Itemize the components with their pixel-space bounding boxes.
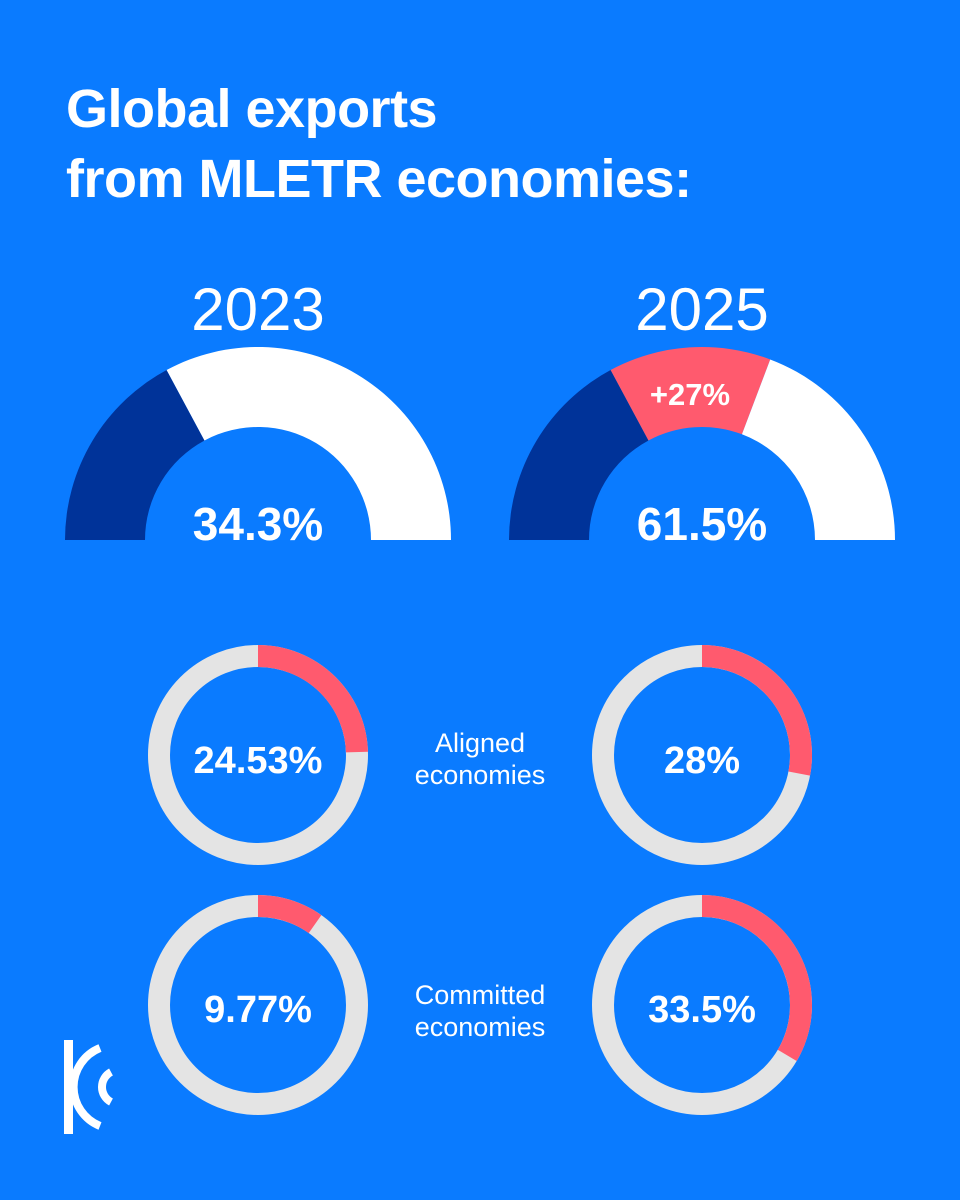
donut-aligned-2023-arc: [257, 645, 368, 753]
gauge-2025-segment-1: [610, 347, 771, 441]
gauge-2023: 2023 34.3%: [65, 276, 451, 550]
gauge-2023-year-label: 2023: [191, 276, 324, 343]
gauge-2023-value-label: 34.3%: [193, 498, 323, 550]
donut-aligned-2025-value: 28%: [664, 740, 740, 782]
donut-aligned-2025-arc: [701, 645, 812, 776]
brand-logo-icon: [64, 1040, 114, 1134]
donut-row-committed: 9.77% Committed economies 33.5%: [148, 895, 812, 1115]
donut-committed-2023-value: 9.77%: [204, 989, 312, 1031]
gauge-2023-segment-0: [65, 370, 205, 540]
page-title: Global exports from MLETR economies:: [66, 74, 692, 214]
gauge-2025-segment-0: [509, 370, 649, 540]
gauge-2025-segment-2: [741, 359, 895, 540]
gauge-2025-value-label: 61.5%: [637, 498, 767, 550]
donut-committed-2025-value: 33.5%: [648, 989, 756, 1031]
row-label-committed-line-1: Committed: [415, 980, 546, 1010]
row-label-aligned-line-1: Aligned: [435, 728, 525, 758]
donut-committed-2023-arc: [257, 895, 322, 934]
gauge-2025-delta-label: +27%: [650, 377, 730, 412]
page-title-line-2: from MLETR economies:: [66, 149, 692, 210]
gauge-2023-segment-1: [166, 347, 451, 540]
gauge-2025: 2025 +27% 61.5%: [509, 276, 895, 550]
gauge-2025-year-label: 2025: [635, 276, 768, 343]
page-title-line-1: Global exports: [66, 79, 438, 139]
donut-committed-2025-arc: [701, 895, 812, 1061]
donut-aligned-2023-value: 24.53%: [194, 740, 323, 782]
donut-row-aligned: 24.53% Aligned economies 28%: [148, 645, 812, 865]
row-label-committed-line-2: economies: [415, 1012, 546, 1042]
row-label-aligned-line-2: economies: [415, 760, 546, 790]
